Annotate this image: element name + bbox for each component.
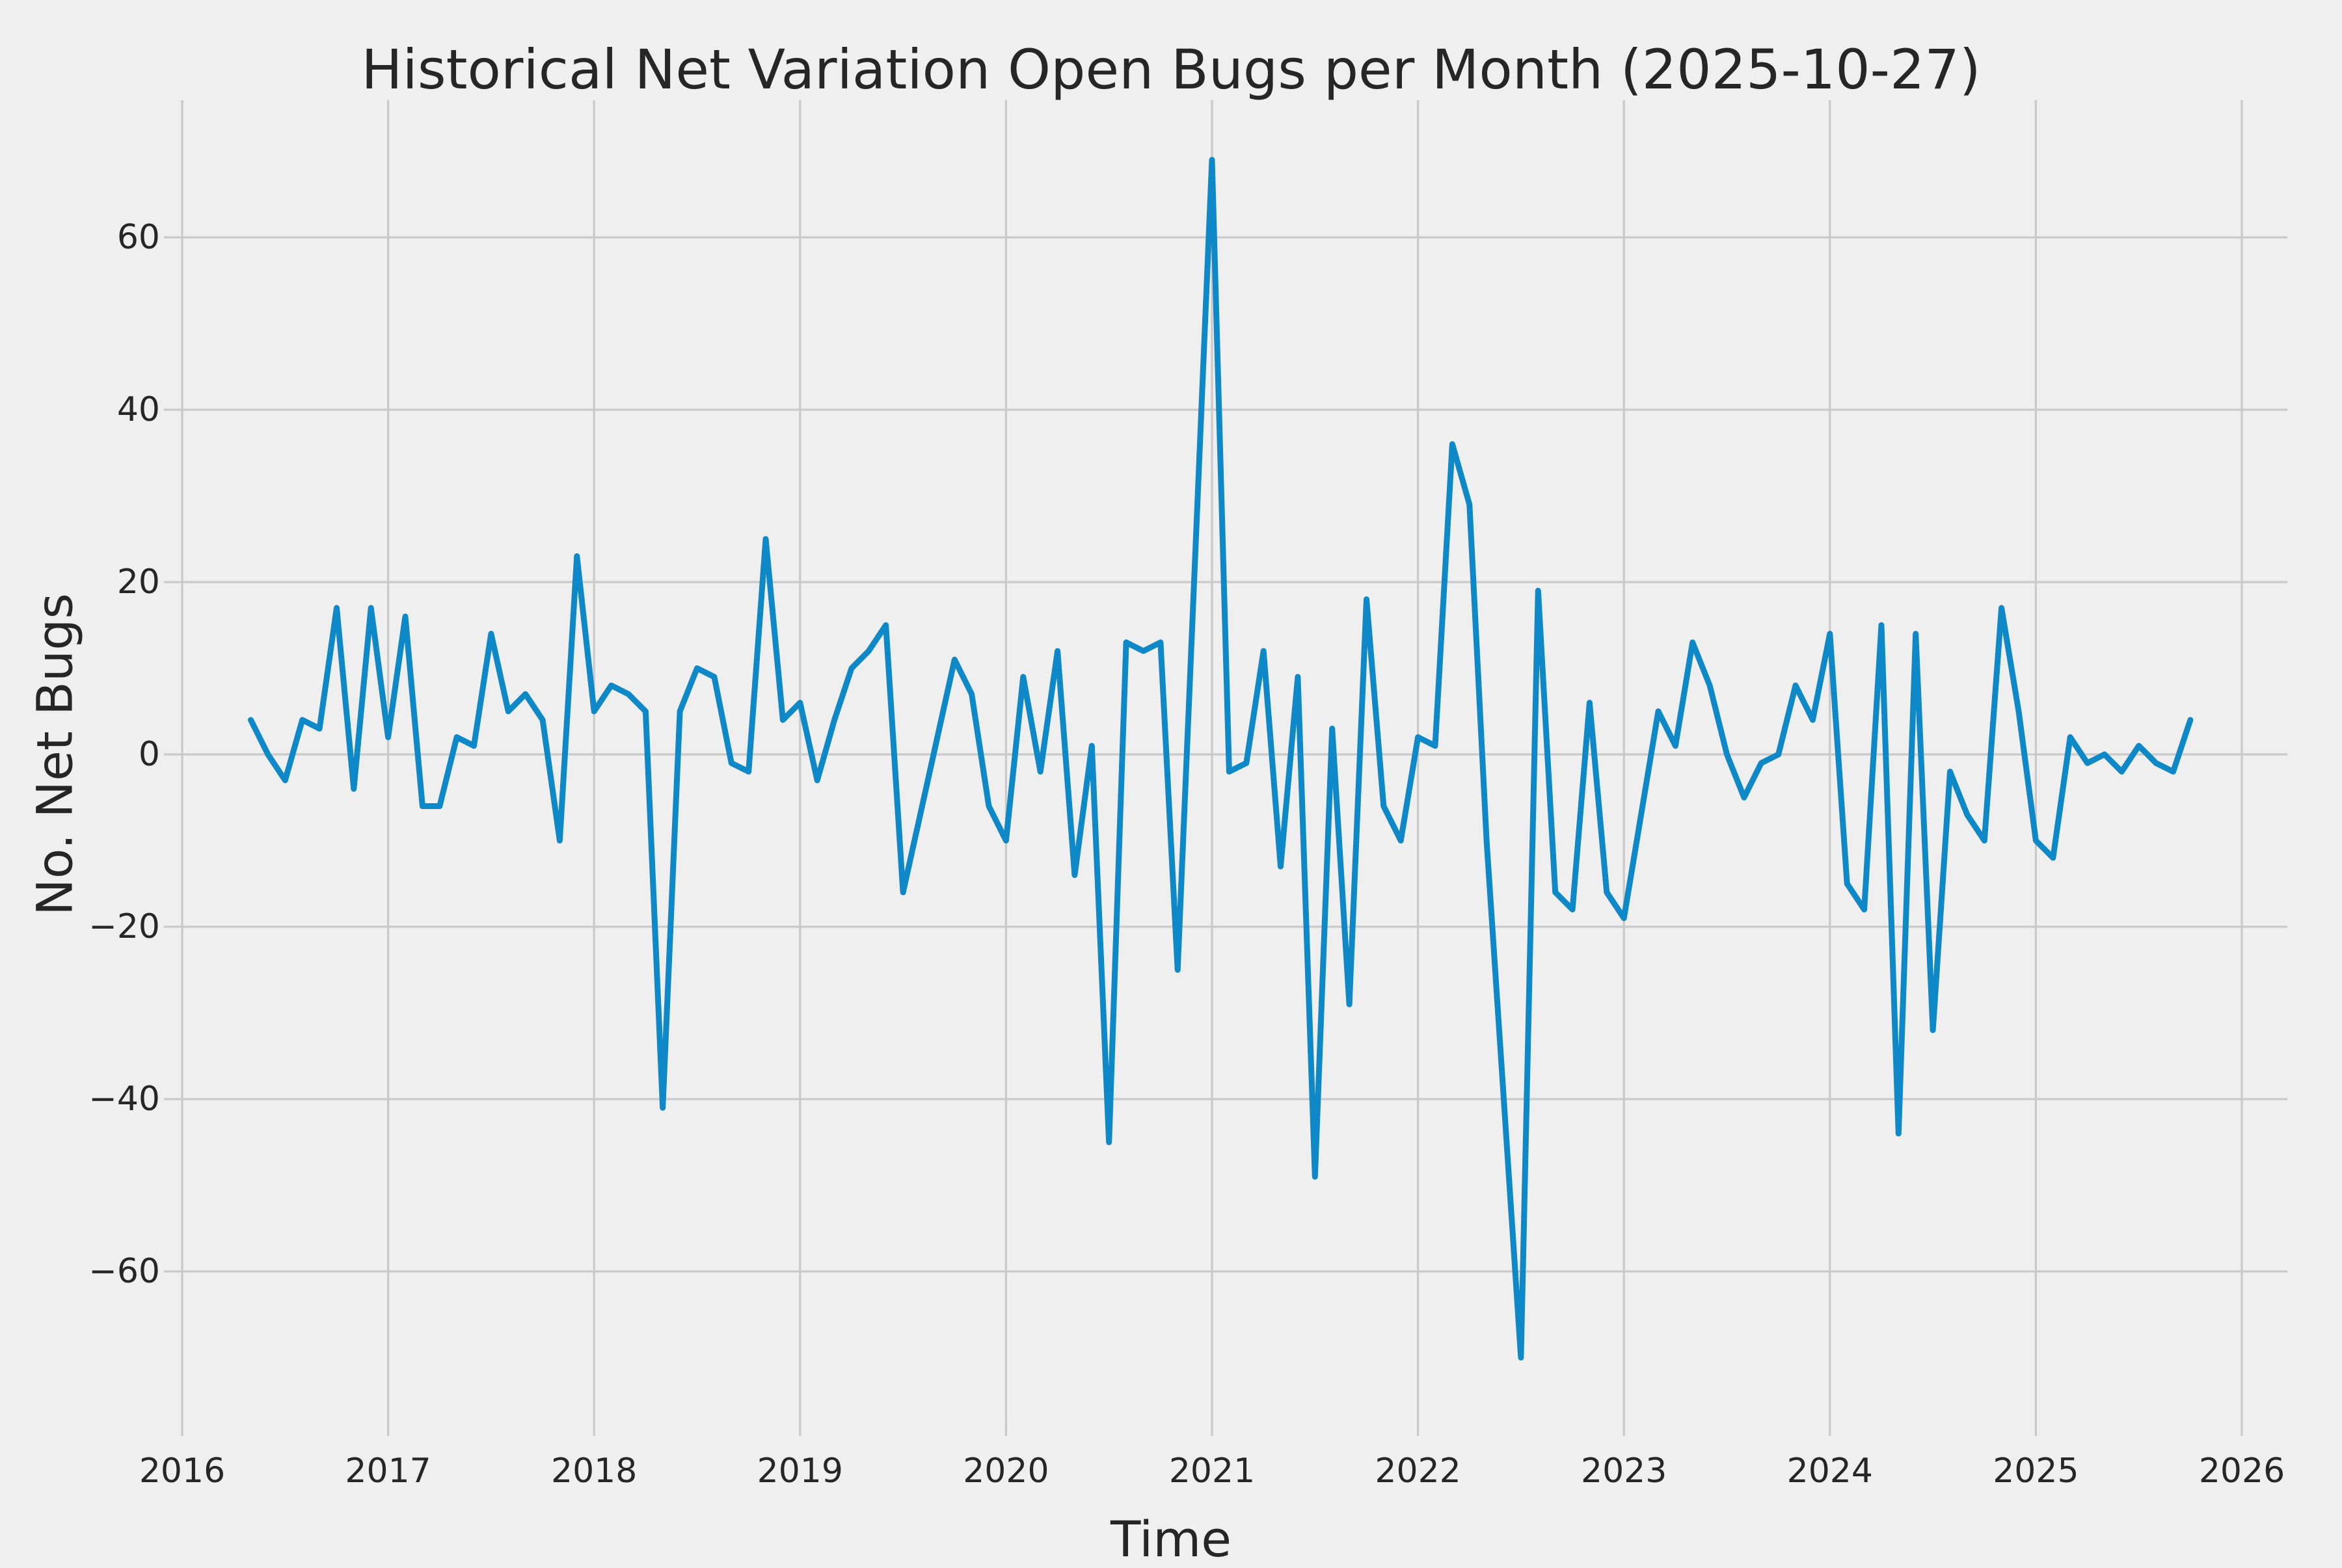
- x-axis-label: Time: [1110, 1510, 1232, 1568]
- x-tick-label: 2023: [1581, 1452, 1667, 1491]
- x-tick-label: 2021: [1168, 1452, 1256, 1491]
- x-tick-label: 2026: [2198, 1452, 2285, 1491]
- x-tick-label: 2016: [139, 1452, 226, 1491]
- y-tick-label: 60: [116, 218, 160, 257]
- axes-background: [181, 100, 2287, 1418]
- y-tick-label: 20: [116, 563, 160, 602]
- y-tick-label: −60: [88, 1252, 160, 1291]
- y-tick-label: 40: [116, 390, 160, 429]
- chart-title: Historical Net Variation Open Bugs per M…: [361, 38, 1981, 101]
- y-tick-label: 0: [138, 735, 160, 774]
- x-tick-label: 2020: [963, 1452, 1049, 1491]
- x-tick-label: 2025: [1993, 1452, 2079, 1491]
- x-tick-label: 2019: [757, 1452, 843, 1491]
- x-tick-label: 2018: [551, 1452, 638, 1491]
- y-tick-label: −20: [88, 907, 160, 946]
- series-line: [248, 157, 2194, 1361]
- y-tick-label: −40: [88, 1080, 160, 1119]
- y-axis-label: No. Net Bugs: [25, 592, 84, 916]
- x-tick-label: 2022: [1375, 1452, 1461, 1491]
- x-tick-label: 2017: [345, 1452, 431, 1491]
- x-tick-label: 2024: [1786, 1452, 1873, 1491]
